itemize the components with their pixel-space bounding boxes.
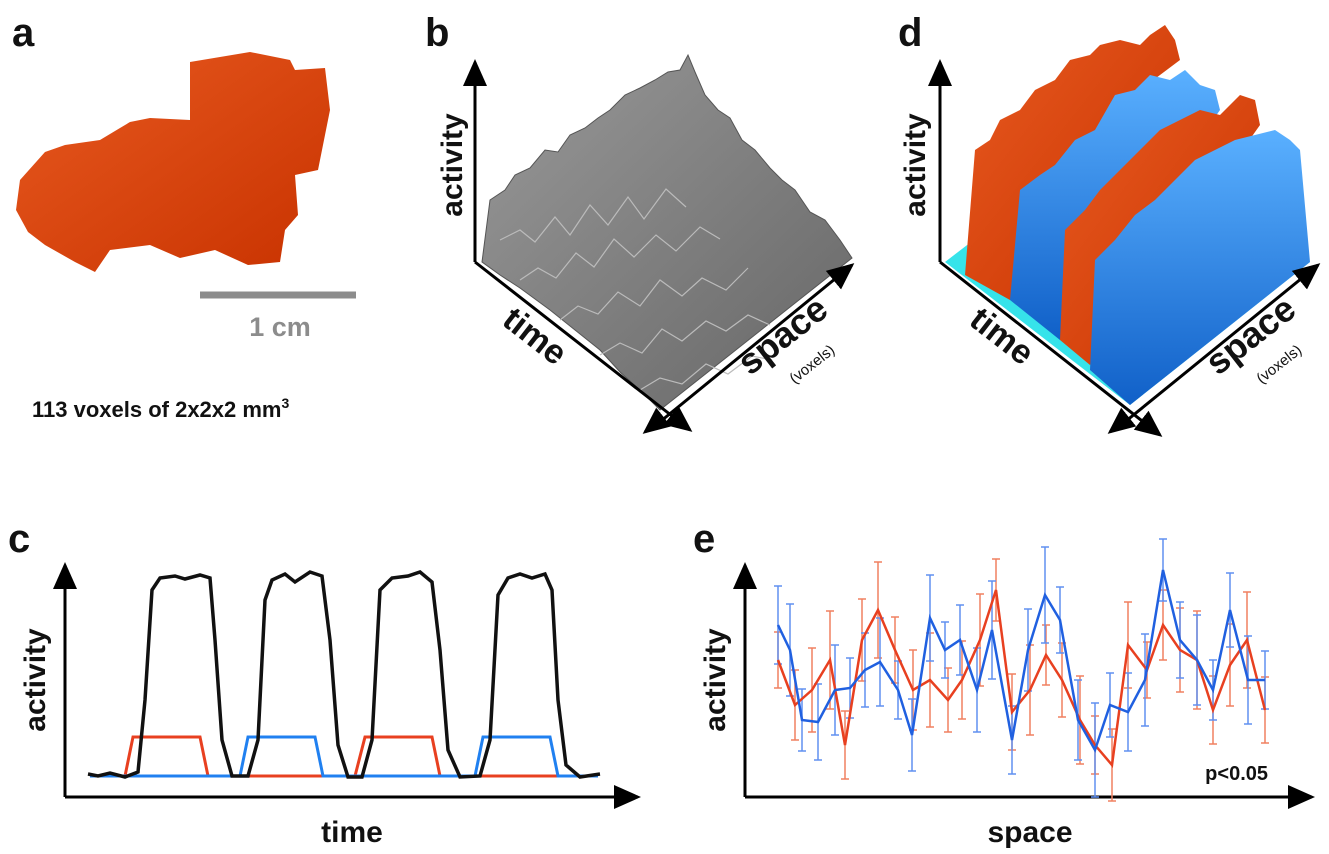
panel-label: b: [425, 11, 449, 55]
response-red: [90, 735, 595, 778]
response-blue: [90, 735, 598, 778]
panel-label: a: [12, 11, 35, 55]
surface: [481, 53, 853, 411]
panel-label: c: [8, 517, 30, 561]
axis-label: activity: [899, 113, 932, 217]
axis: [939, 260, 1163, 437]
voxel-blob: [16, 52, 330, 272]
panel-label: d: [898, 11, 922, 55]
ridge-blue: [1090, 130, 1310, 405]
axis-label: space: [987, 816, 1072, 849]
axis: [642, 407, 672, 434]
profile-red: [776, 589, 1267, 768]
response-black: [87, 570, 601, 779]
axis-label: time: [321, 816, 383, 849]
annotation: p<0.05: [1205, 763, 1268, 785]
caption: 113 voxels of 2x2x2 mm3: [32, 395, 290, 422]
error-bar: [774, 538, 1269, 798]
axis-label: activity: [19, 628, 52, 732]
axis: [649, 263, 855, 432]
error-bars: [774, 538, 1269, 802]
caption-superscript: 3: [282, 395, 290, 411]
profile-blue: [776, 569, 1265, 754]
axis-label: activity: [436, 113, 469, 217]
axis: [1107, 407, 1137, 434]
axis: [1114, 263, 1321, 432]
axis: [474, 260, 693, 432]
surface-texture: [499, 188, 773, 391]
axis-label: activity: [699, 628, 732, 732]
panel-label: e: [693, 517, 715, 561]
caption-text: 113 voxels of 2x2x2 mm: [32, 397, 282, 422]
scale-label: 1 cm: [249, 312, 311, 342]
